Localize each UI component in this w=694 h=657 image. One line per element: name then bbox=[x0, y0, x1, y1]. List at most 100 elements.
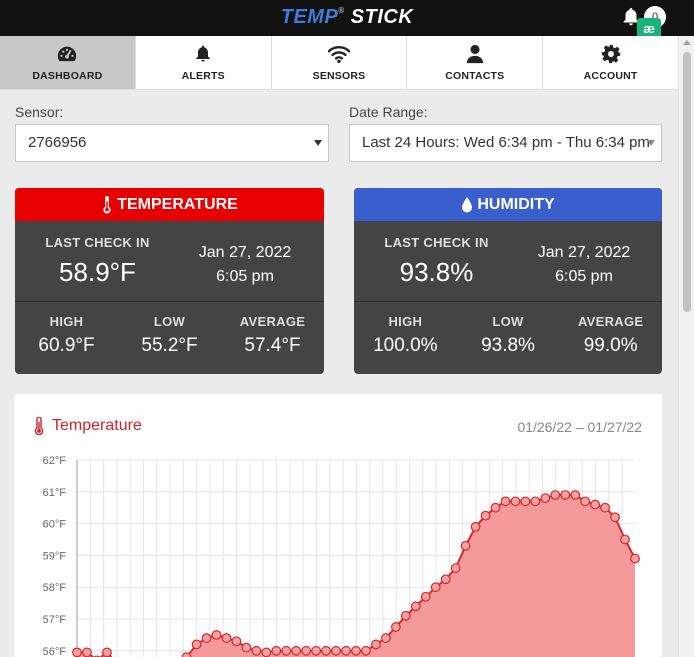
scrollbar-thumb[interactable] bbox=[683, 52, 691, 312]
temperature-data-point bbox=[371, 639, 381, 650]
temperature-average: AVERAGE 57.4°F bbox=[221, 314, 324, 357]
humidity-average: AVERAGE 99.0% bbox=[559, 314, 662, 357]
temperature-data-point bbox=[211, 629, 222, 640]
high-label: HIGH bbox=[49, 314, 84, 329]
low-label: LOW bbox=[492, 314, 524, 329]
temperature-data-point bbox=[500, 496, 511, 507]
main-nav: DASHBOARD ALERTS SENSORS CONTACTS ACCOUN… bbox=[0, 36, 678, 90]
humidity-card: HUMIDITY LAST CHECK IN 93.8% Jan 27, 202… bbox=[354, 188, 662, 374]
date-range-label: Date Range: bbox=[349, 104, 428, 120]
temperature-data-point bbox=[420, 591, 431, 602]
logo-reg-mark: ® bbox=[338, 6, 345, 15]
temperature-data-point bbox=[380, 633, 391, 643]
average-label: AVERAGE bbox=[239, 314, 306, 329]
temperature-stats: HIGH 60.9°F LOW 55.2°F AVERAGE 57.4°F bbox=[15, 302, 324, 357]
chevron-down-icon bbox=[314, 140, 322, 146]
nav-tab-sensors[interactable]: SENSORS bbox=[272, 36, 408, 89]
temperature-data-point bbox=[480, 510, 491, 521]
temperature-data-point bbox=[400, 610, 411, 621]
nav-tab-alerts[interactable]: ALERTS bbox=[136, 36, 272, 89]
temperature-data-point bbox=[390, 622, 401, 632]
temperature-data-point bbox=[570, 490, 581, 500]
wifi-icon bbox=[327, 45, 350, 63]
temperature-data-point bbox=[580, 496, 591, 507]
high-value: 100.0% bbox=[373, 335, 438, 356]
sensor-select-value: 2766956 bbox=[28, 134, 87, 151]
last-check-time: 6:05 pm bbox=[555, 268, 613, 285]
date-range-select-value: Last 24 Hours: Wed 6:34 pm - Thu 6:34 pm bbox=[362, 134, 650, 151]
temperature-data-point bbox=[540, 493, 551, 504]
chevron-down-icon bbox=[647, 140, 655, 146]
temperature-data-point bbox=[201, 633, 212, 643]
humidity-high: HIGH 100.0% bbox=[354, 314, 457, 357]
temperature-data-point bbox=[271, 645, 282, 656]
top-bar: TEMP® STICK 0 æ bbox=[0, 0, 694, 40]
temperature-data-point bbox=[281, 645, 292, 656]
temperature-data-point bbox=[590, 499, 601, 510]
low-value: 55.2°F bbox=[141, 335, 198, 356]
temperature-data-point bbox=[261, 647, 272, 657]
user-icon bbox=[466, 44, 483, 63]
low-value: 93.8% bbox=[481, 335, 535, 356]
humidity-card-header: HUMIDITY bbox=[354, 188, 662, 221]
sensor-select[interactable]: 2766956 bbox=[15, 124, 329, 162]
humidity-stats: HIGH 100.0% LOW 93.8% AVERAGE 99.0% bbox=[354, 302, 662, 357]
average-label: AVERAGE bbox=[577, 314, 644, 329]
temperature-data-point bbox=[550, 490, 561, 500]
nav-tab-account[interactable]: ACCOUNT bbox=[543, 36, 678, 89]
bell-icon bbox=[196, 45, 210, 61]
chart-title: Temperature bbox=[52, 417, 142, 434]
vertical-scrollbar[interactable] bbox=[678, 36, 694, 657]
temperature-data-point bbox=[311, 645, 322, 656]
last-check-temperature: 58.9°F bbox=[59, 257, 136, 287]
temperature-low: LOW 55.2°F bbox=[118, 314, 221, 357]
humidity-low: LOW 93.8% bbox=[457, 314, 560, 357]
nav-tab-dashboard[interactable]: DASHBOARD bbox=[0, 36, 136, 89]
y-tick-label: 58°F bbox=[43, 582, 67, 594]
high-label: HIGH bbox=[388, 314, 423, 329]
low-label: LOW bbox=[153, 314, 186, 329]
temperature-data-point bbox=[82, 647, 92, 657]
nav-label-sensors: SENSORS bbox=[312, 69, 366, 82]
last-check-humidity: 93.8% bbox=[399, 257, 474, 287]
temperature-data-point bbox=[331, 645, 341, 656]
temperature-data-point bbox=[101, 647, 112, 657]
temperature-data-point bbox=[361, 645, 371, 656]
last-check-datetime: Jan 27, 2022 6:05 pm bbox=[514, 241, 654, 289]
temperature-data-point bbox=[301, 645, 312, 656]
temperature-last-check: LAST CHECK IN 58.9°F Jan 27, 2022 6:05 p… bbox=[15, 221, 324, 302]
nav-label-account: ACCOUNT bbox=[583, 69, 638, 82]
temp-stick-logo[interactable]: TEMP® STICK bbox=[0, 6, 694, 29]
temperature-data-point bbox=[291, 645, 302, 656]
gear-icon bbox=[601, 44, 620, 63]
temperature-data-point bbox=[460, 540, 471, 551]
temperature-card: TEMPERATURE LAST CHECK IN 58.9°F Jan 27,… bbox=[15, 188, 324, 374]
temperature-data-point bbox=[490, 502, 501, 513]
temperature-data-point bbox=[520, 496, 531, 507]
temperature-data-point bbox=[181, 652, 192, 657]
date-range-select[interactable]: Last 24 Hours: Wed 6:34 pm - Thu 6:34 pm bbox=[349, 124, 662, 162]
temperature-data-point bbox=[221, 633, 232, 643]
humidity-card-title: HUMIDITY bbox=[477, 195, 555, 213]
temperature-data-point bbox=[72, 647, 82, 657]
temperature-chart-card: Temperature 01/26/22 – 01/27/22 56°F 57°F… bbox=[14, 394, 662, 657]
nav-tab-contacts[interactable]: CONTACTS bbox=[407, 36, 544, 89]
nav-label-alerts: ALERTS bbox=[181, 69, 225, 82]
browser-extension-icon[interactable]: æ bbox=[637, 18, 661, 40]
temperature-data-point bbox=[341, 645, 351, 656]
last-check-label: LAST CHECK IN bbox=[384, 235, 489, 250]
temperature-high: HIGH 60.9°F bbox=[15, 314, 118, 357]
temperature-area-chart[interactable]: 56°F 57°F 58°F 59°F 60°F 61°F 62°F bbox=[14, 394, 662, 657]
temperature-card-header: TEMPERATURE bbox=[15, 188, 324, 221]
notification-bell-icon[interactable] bbox=[620, 6, 642, 28]
y-tick-label: 59°F bbox=[43, 550, 67, 562]
scroll-up-arrow-icon[interactable] bbox=[683, 40, 691, 45]
temperature-data-point bbox=[321, 645, 332, 656]
temperature-data-point bbox=[440, 574, 451, 585]
y-tick-label: 56°F bbox=[43, 646, 67, 657]
temperature-data-point bbox=[430, 582, 441, 593]
chart-date-range: 01/26/22 – 01/27/22 bbox=[517, 419, 642, 435]
thermometer-icon bbox=[34, 417, 44, 435]
y-tick-label: 60°F bbox=[43, 519, 67, 531]
last-check-date: Jan 27, 2022 bbox=[537, 244, 631, 261]
